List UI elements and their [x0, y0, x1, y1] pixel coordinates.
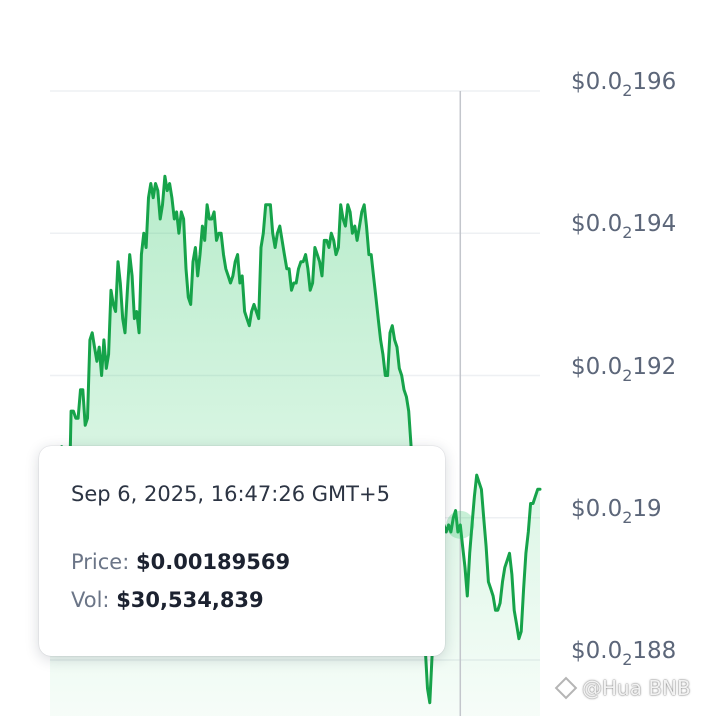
tooltip-price-value: $0.00189569	[136, 550, 291, 574]
hover-point	[446, 510, 475, 539]
binance-logo-icon	[554, 676, 578, 700]
y-tick-label: $0.02194	[571, 211, 677, 243]
watermark: @Hua BNB	[554, 676, 691, 700]
tooltip-date: Sep 6, 2025, 16:47:26 GMT+5	[71, 482, 390, 506]
tooltip-price-row: Price: $0.00189569	[71, 550, 413, 574]
price-tooltip: Sep 6, 2025, 16:47:26 GMT+5 Price: $0.00…	[39, 446, 445, 656]
y-tick-label: $0.02196	[571, 69, 677, 100]
tooltip-volume-value: $30,534,839	[116, 588, 264, 612]
tooltip-volume-row: Vol: $30,534,839	[71, 588, 413, 612]
price-line	[48, 174, 542, 705]
tooltip-price-label: Price:	[71, 550, 130, 574]
hover-point-core	[455, 520, 465, 530]
watermark-text: @Hua BNB	[582, 676, 691, 700]
y-tick-label: $0.02188	[571, 638, 677, 669]
y-tick-label: $0.02192	[571, 353, 677, 385]
y-tick-label: $0.0219	[571, 495, 662, 527]
tooltip-volume-label: Vol:	[71, 588, 110, 612]
